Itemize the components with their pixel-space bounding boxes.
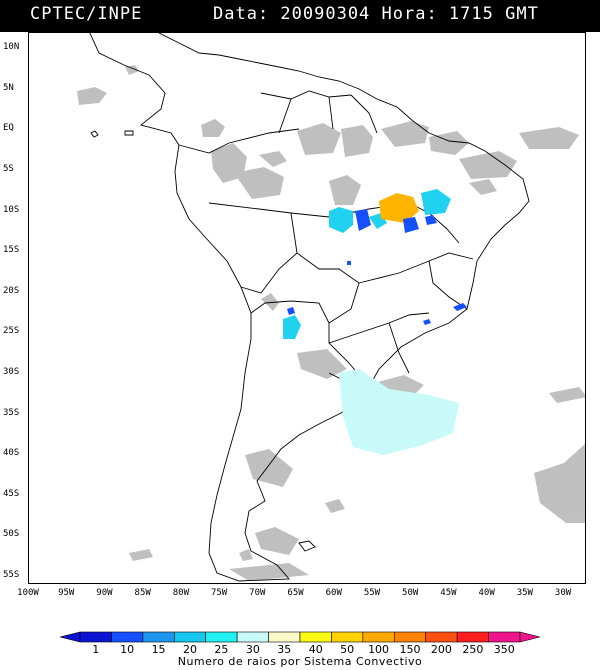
lightning-systems — [283, 189, 467, 455]
header-organization: CPTEC/INPE — [30, 4, 143, 24]
lat-label: 20S — [3, 285, 20, 296]
colorbar-segment — [268, 631, 301, 643]
lat-label: 10N — [3, 42, 20, 53]
lon-label: 45W — [440, 588, 457, 598]
lon-label: 95W — [58, 588, 75, 598]
system-blue-small — [347, 261, 351, 265]
colorbar-segment — [236, 631, 269, 643]
colorbar-arrow-right — [519, 631, 541, 643]
system-cyan-north — [329, 207, 353, 233]
lat-label: EQ — [3, 123, 14, 134]
system-blue-mid — [403, 217, 419, 233]
colorbar-tick-label: 100 — [368, 643, 390, 656]
lat-label: 5N — [3, 82, 14, 93]
system-blue-north — [355, 209, 371, 231]
lon-label: 50W — [402, 588, 419, 598]
colorbar-tick-label: 20 — [183, 643, 197, 656]
colorbar-segment — [456, 631, 489, 643]
colorbar-tick-label: 35 — [277, 643, 292, 656]
system-blue-se2 — [453, 303, 467, 311]
colorbar-tick-label: 1 — [92, 643, 100, 656]
colorbar-segment — [488, 631, 521, 643]
colorbar — [59, 631, 541, 643]
colorbar-tick-label: 200 — [430, 643, 452, 656]
system-cyan-paraguay — [283, 315, 301, 339]
colorbar-tick-label: 40 — [308, 643, 323, 656]
lon-label: 85W — [134, 588, 151, 598]
lat-label: 55S — [3, 569, 20, 580]
header-date-time: Data: 20090304 Hora: 1715 GMT — [213, 4, 539, 24]
lon-label: 40W — [478, 588, 495, 598]
lon-label: 70W — [249, 588, 266, 598]
lon-label: 60W — [325, 588, 342, 598]
colorbar-segment — [425, 631, 458, 643]
colorbar-segment — [205, 631, 238, 643]
colorbar-tick-label: 30 — [245, 643, 260, 656]
colorbar-arrow-left — [59, 631, 81, 643]
lat-label: 15S — [3, 245, 20, 256]
colorbar-segment — [142, 631, 175, 643]
colorbar-segment — [111, 631, 144, 643]
colorbar-segment — [79, 631, 112, 643]
lat-label: 35S — [3, 407, 20, 418]
lon-label: 90W — [96, 588, 113, 598]
lat-label: 40S — [3, 448, 20, 459]
lat-label: 50S — [3, 529, 20, 540]
colorbar-tick-label: 25 — [214, 643, 229, 656]
colorbar-tick-label: 15 — [151, 643, 166, 656]
cloud-cover — [77, 65, 585, 581]
lon-label: 75W — [210, 588, 228, 598]
lightning-map — [77, 33, 585, 582]
coastline — [89, 33, 530, 582]
colorbar-tick-label: 350 — [493, 643, 515, 656]
colorbar-segment — [393, 631, 427, 643]
lat-label: 5S — [3, 164, 14, 174]
colorbar-tick-label: 50 — [340, 643, 355, 656]
lon-label: 30W — [554, 588, 572, 598]
islands — [90, 130, 316, 552]
system-blue-se — [423, 319, 431, 325]
lat-label: 30S — [3, 366, 20, 377]
colorbar-title: Numero de raios por Sistema Convectivo — [177, 655, 423, 668]
lat-label: 45S — [3, 488, 20, 499]
map-frame — [28, 32, 586, 584]
colorbar-segment — [331, 631, 364, 643]
colorbar-tick-label: 250 — [462, 643, 484, 656]
system-blue-east — [425, 215, 437, 225]
lon-label: 80W — [172, 588, 190, 598]
lat-label: 10S — [3, 204, 20, 215]
lon-label: 35W — [516, 588, 533, 598]
colorbar-segment — [173, 631, 207, 643]
lon-label: 65W — [287, 588, 304, 598]
colorbar-tick-label: 150 — [399, 643, 421, 656]
colorbar-segment — [362, 631, 395, 643]
system-orange — [379, 193, 419, 223]
system-blue-west — [287, 307, 295, 315]
system-lightcyan-uruguay — [339, 369, 459, 455]
map-header: CPTEC/INPE Data: 20090304 Hora: 1715 GMT — [0, 0, 600, 32]
lon-label: 55W — [363, 588, 381, 598]
system-cyan-east — [421, 189, 451, 215]
colorbar-segment — [299, 631, 332, 643]
lon-label: 100W — [17, 588, 39, 598]
lat-label: 25S — [3, 326, 20, 337]
colorbar-tick-label: 10 — [120, 643, 135, 656]
